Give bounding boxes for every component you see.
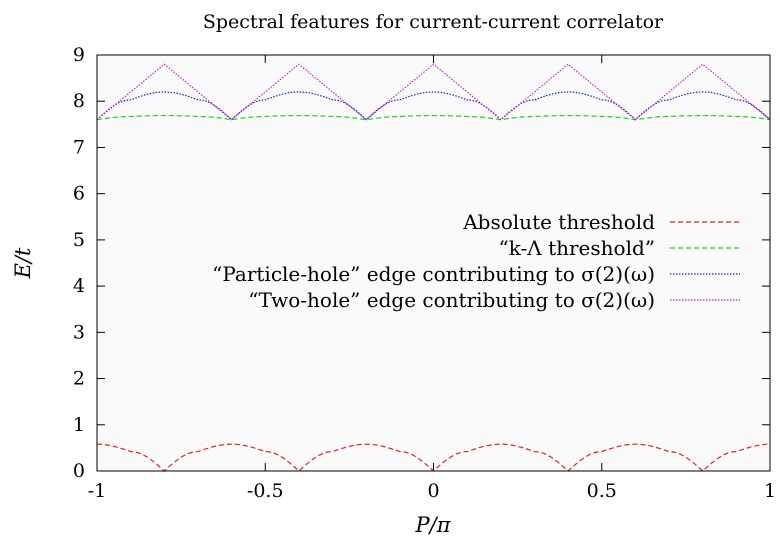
legend-entry-label: Absolute threshold bbox=[462, 210, 655, 234]
series-line-2 bbox=[96, 114, 771, 121]
y-tick-label: 5 bbox=[73, 229, 85, 251]
y-tick-label: 2 bbox=[73, 368, 85, 390]
y-tick-label: 0 bbox=[73, 460, 85, 482]
y-tick-label: 6 bbox=[73, 183, 85, 205]
legend-entry-label: “Particle-hole” edge contributing to σ(2… bbox=[212, 262, 655, 286]
chart-title: Spectral features for current-current co… bbox=[203, 11, 664, 33]
y-tick-label: 8 bbox=[73, 90, 85, 112]
x-tick-label: -0.5 bbox=[247, 480, 284, 502]
x-tick-label: 0 bbox=[427, 480, 439, 502]
series-line-4 bbox=[96, 63, 771, 121]
x-tick-label: -1 bbox=[88, 480, 107, 502]
plot-frame bbox=[96, 54, 771, 472]
plot-background bbox=[97, 55, 770, 471]
legend-entry-label: “Two-hole” edge contributing to σ(2)(ω) bbox=[248, 288, 655, 312]
y-tick-label: 1 bbox=[73, 414, 85, 436]
series-line-3 bbox=[96, 91, 771, 121]
x-tick-label: 0.5 bbox=[587, 480, 617, 502]
y-tick-label: 4 bbox=[73, 275, 85, 297]
x-axis-label: P/π bbox=[414, 513, 451, 537]
y-tick-label: 7 bbox=[73, 136, 85, 158]
y-axis-label: E/t bbox=[11, 247, 35, 279]
y-tick-label: 9 bbox=[73, 44, 85, 66]
y-tick-label: 3 bbox=[73, 321, 85, 343]
legend-entry-label: “k-Λ threshold” bbox=[499, 236, 655, 260]
x-tick-label: 1 bbox=[764, 480, 776, 502]
